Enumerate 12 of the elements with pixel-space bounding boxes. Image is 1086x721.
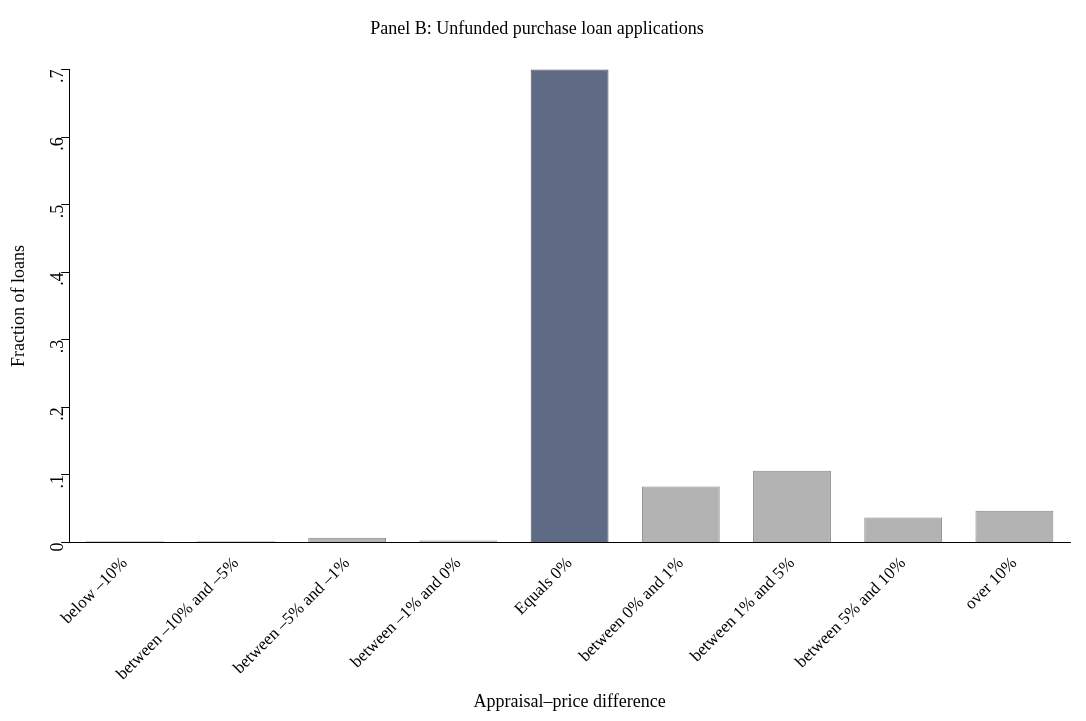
y-tick-label: 0 (46, 542, 67, 552)
y-tick-label: .3 (46, 339, 67, 354)
chart-title: Panel B: Unfunded purchase loan applications (370, 17, 704, 38)
y-tick-label: .6 (46, 137, 67, 151)
y-tick-label: .1 (46, 474, 67, 489)
y-tick-label: .5 (46, 204, 67, 219)
x-tick-label: over 10% (960, 553, 1021, 614)
y-tick-label: .4 (46, 272, 67, 286)
y-tick-label: .7 (46, 69, 67, 84)
x-axis-title: Appraisal–price difference (473, 690, 666, 711)
y-axis-title: Fraction of loans (7, 245, 28, 368)
y-tick-label: .2 (46, 407, 67, 421)
